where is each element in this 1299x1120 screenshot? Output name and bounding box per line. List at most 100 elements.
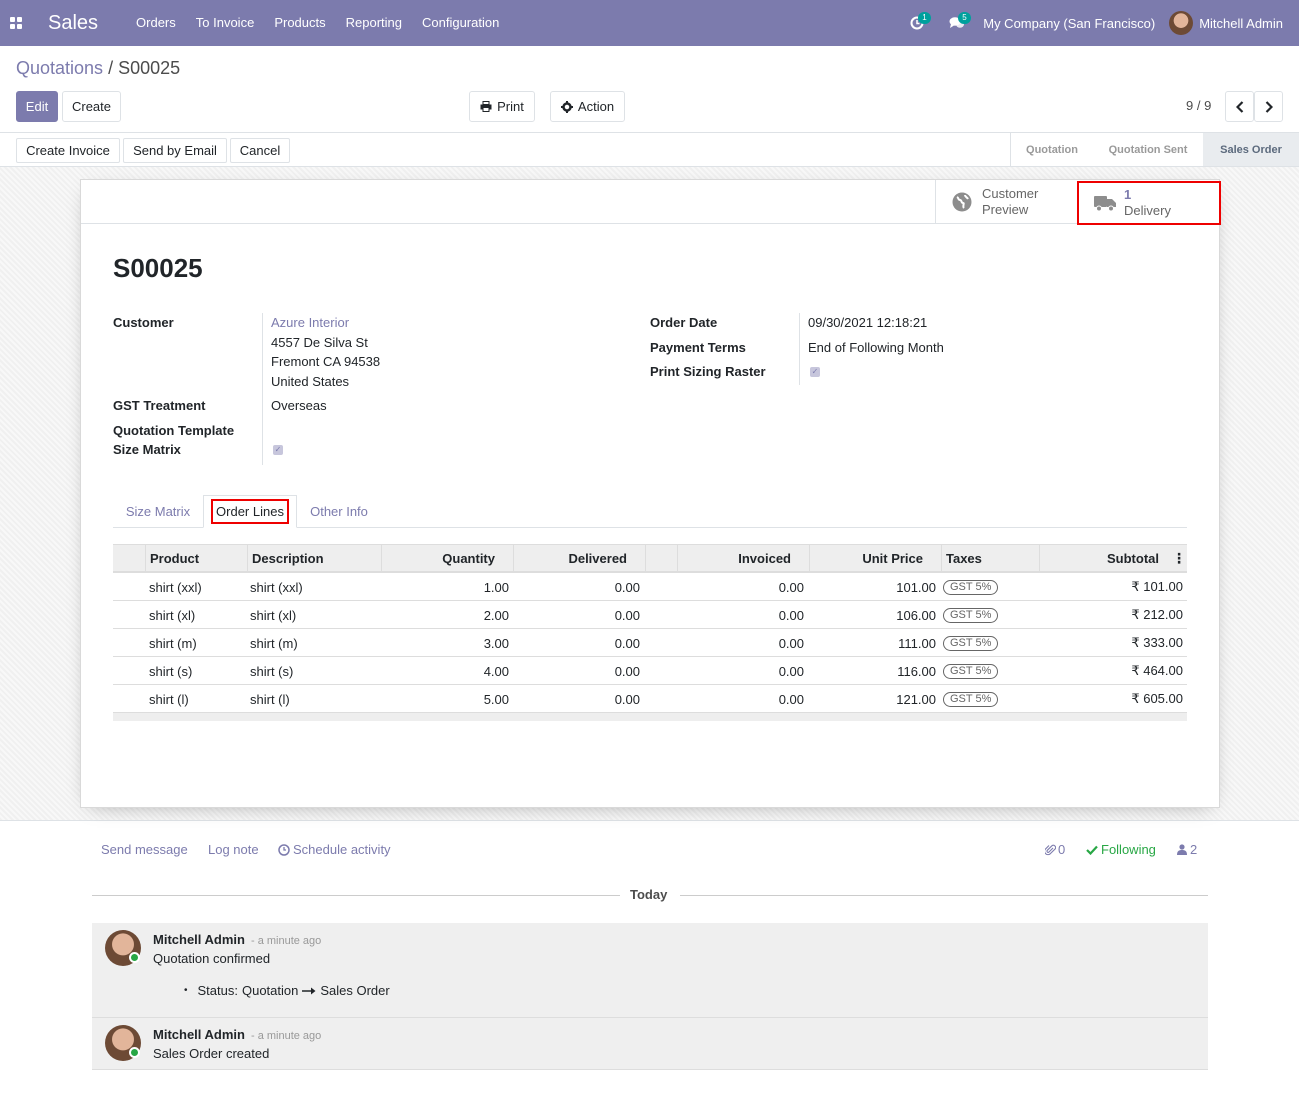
followers-button[interactable]: 2 [1177,842,1197,857]
pager-value[interactable]: 9 / 9 [1186,98,1212,113]
bullet: • [184,985,188,996]
menu-products[interactable]: Products [274,15,326,30]
cell-invoiced: 0.00 [778,607,804,623]
cell-unit-price: 116.00 [897,663,936,679]
column-description[interactable]: Description [247,545,381,572]
pager-previous-button[interactable] [1225,91,1254,122]
apps-menu-icon[interactable] [0,0,32,46]
print-label: Print [497,99,524,114]
log-note-button[interactable]: Log note [208,842,259,857]
column-delivered[interactable]: Delivered [513,545,645,572]
customer-preview-line1: Customer [982,186,1039,201]
customer-address-country: United States [271,374,350,389]
menu-configuration[interactable]: Configuration [422,15,500,30]
cell-product: shirt (s) [149,663,193,679]
tax-tag: GST 5% [943,579,999,595]
pager-next-button[interactable] [1254,91,1283,122]
stage-quotation[interactable]: Quotation [1026,143,1078,156]
message-count-badge: 5 [958,12,971,24]
attachments-button[interactable]: 0 [1045,842,1065,857]
tab-size-matrix[interactable]: Size Matrix [125,504,191,519]
delivery-count: 1 [1124,187,1132,202]
gst-treatment-value: Overseas [271,398,327,413]
cell-delivered: 0.00 [614,663,640,679]
activity-menu[interactable]: 1 [897,0,937,46]
action-button[interactable]: Action [550,91,625,122]
print-button[interactable]: Print [469,91,535,122]
create-button[interactable]: Create [62,91,121,122]
cell-quantity: 1.00 [483,579,509,595]
customer-preview-button[interactable]: Customer Preview [935,180,1077,224]
cell-delivered: 0.00 [614,635,640,651]
send-message-button[interactable]: Send message [101,842,188,857]
breadcrumb-quotations[interactable]: Quotations [16,58,104,78]
messaging-menu[interactable]: 5 [937,0,977,46]
table-row[interactable]: shirt (s) shirt (s) 4.00 0.00 0.00 116.0… [113,657,1187,685]
table-row[interactable]: shirt (xxl) shirt (xxl) 1.00 0.00 0.00 1… [113,573,1187,601]
stage-sales-order[interactable]: Sales Order [1203,133,1299,166]
column-settings-icon[interactable]: ⋮ [1172,550,1186,566]
date-separator-label: Today [630,887,668,902]
order-lines-table: Product Description Quantity Delivered I… [113,544,1187,721]
column-product[interactable]: Product [145,545,247,572]
form-statusbar: Create Invoice Send by Email Cancel Quot… [0,132,1299,167]
table-header: Product Description Quantity Delivered I… [113,544,1187,573]
cell-product: shirt (l) [149,691,189,707]
send-by-email-button[interactable]: Send by Email [123,138,227,163]
tab-order-lines-label: Order Lines [211,499,289,524]
size-matrix-checkbox[interactable]: ✓ [273,445,283,455]
message-body: Sales Order created [153,1046,270,1061]
tracking-old-value: Quotation [241,983,299,998]
stage-quotation-sent[interactable]: Quotation Sent [1108,143,1188,156]
menu-reporting[interactable]: Reporting [345,15,402,30]
cell-quantity: 3.00 [483,635,509,651]
table-row[interactable]: shirt (m) shirt (m) 3.00 0.00 0.00 111.0… [113,629,1187,657]
message-author[interactable]: Mitchell Admin - a minute ago [153,1027,321,1042]
user-menu[interactable]: Mitchell Admin [1169,11,1299,35]
gear-icon [560,100,573,113]
chatter-message: Mitchell Admin - a minute ago Sales Order… [92,1018,1208,1070]
schedule-activity-button[interactable]: Schedule activity [278,842,391,857]
message-time: - a minute ago [250,1030,322,1042]
check-icon [1086,845,1098,855]
left-group-divider [262,313,263,465]
customer-address-city: Fremont CA 94538 [271,354,381,369]
tracking-field: Status: [197,983,238,998]
delivery-smart-button[interactable]: 1 Delivery [1077,181,1221,225]
tracking-new-value: Sales Order [320,983,390,998]
author-name: Mitchell Admin [153,1027,245,1042]
message-author[interactable]: Mitchell Admin - a minute ago [153,932,321,947]
tab-order-lines[interactable]: Order Lines [203,495,297,528]
table-row[interactable]: shirt (l) shirt (l) 5.00 0.00 0.00 121.0… [113,685,1187,713]
app-name[interactable]: Sales [48,11,99,34]
top-navbar: Sales Orders To Invoice Products Reporti… [0,0,1299,46]
online-status-dot [129,1047,140,1058]
menu-orders[interactable]: Orders [136,15,176,30]
column-subtotal[interactable]: Subtotal [1039,545,1187,572]
user-icon [1177,844,1187,855]
cell-unit-price: 106.00 [896,607,936,623]
table-body: shirt (xxl) shirt (xxl) 1.00 0.00 0.00 1… [113,573,1187,713]
cell-subtotal: ₹ 605.00 [1131,691,1183,706]
column-unit-price[interactable]: Unit Price [809,545,941,572]
column-quantity[interactable]: Quantity [381,545,513,572]
separator-line-right [680,895,1208,896]
column-taxes[interactable]: Taxes [941,545,1039,572]
column-invoiced[interactable]: Invoiced [677,545,809,572]
cell-invoiced: 0.00 [778,663,804,679]
table-row[interactable]: shirt (xl) shirt (xl) 2.00 0.00 0.00 106… [113,601,1187,629]
author-name: Mitchell Admin [153,932,245,947]
quotation-template-label: Quotation Template [113,423,235,438]
cancel-button[interactable]: Cancel [230,138,290,163]
tab-other-info[interactable]: Other Info [310,504,368,519]
print-sizing-raster-checkbox[interactable]: ✓ [810,367,820,377]
following-button[interactable]: Following [1086,842,1156,857]
company-switcher[interactable]: My Company (San Francisco) [983,15,1156,31]
menu-to-invoice[interactable]: To Invoice [195,15,255,30]
customer-link[interactable]: Azure Interior [271,315,350,330]
cell-subtotal: ₹ 333.00 [1131,635,1183,650]
edit-button[interactable]: Edit [16,91,58,122]
cell-unit-price: 111.00 [898,635,936,651]
tracking-value: • Status: Quotation Sales Order [184,983,390,998]
create-invoice-button[interactable]: Create Invoice [16,138,120,163]
